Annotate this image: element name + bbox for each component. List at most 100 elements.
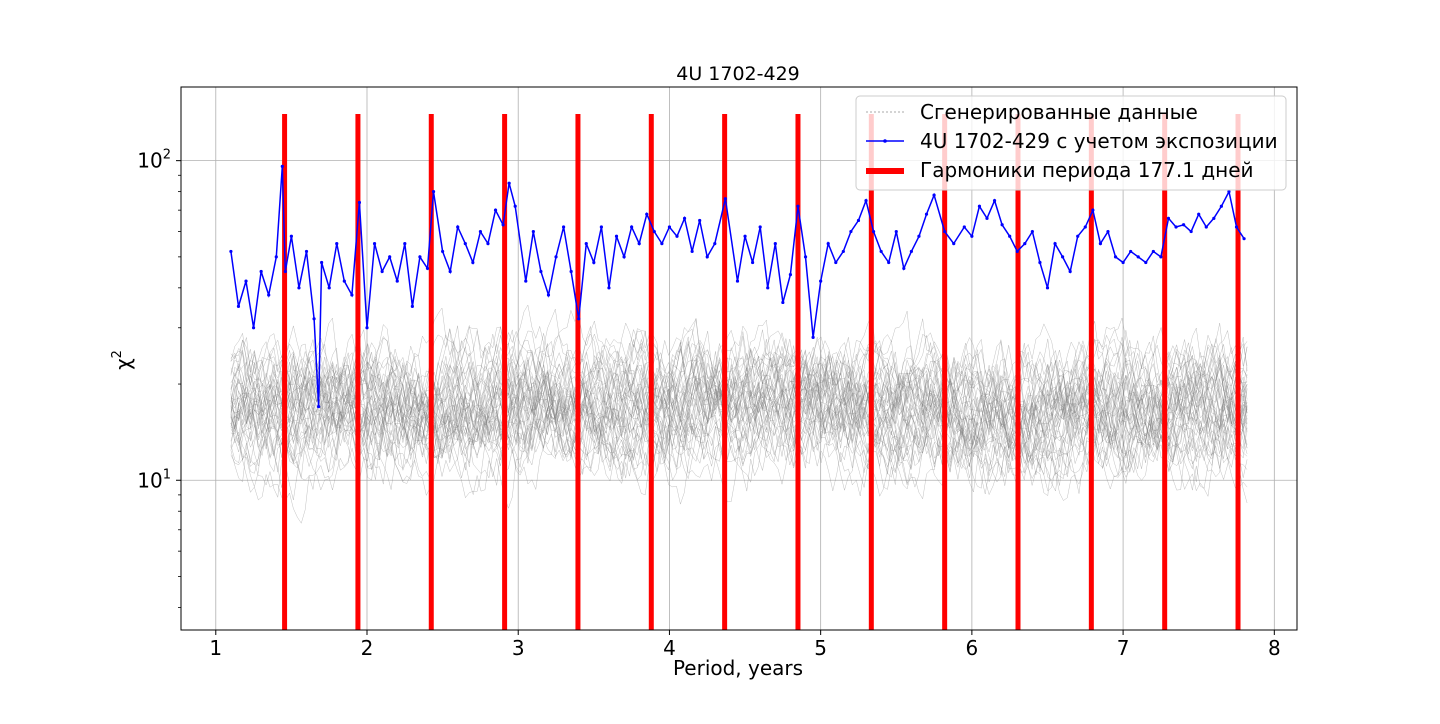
generated-line	[230, 304, 1248, 492]
observed-point	[418, 255, 422, 259]
observed-point	[546, 293, 551, 297]
observed-point	[1144, 260, 1148, 265]
observed-point	[524, 279, 528, 283]
observed-point	[871, 229, 876, 234]
observed-point	[751, 260, 755, 265]
generated-line	[230, 318, 1248, 496]
observed-point	[478, 229, 483, 234]
observed-point	[622, 255, 626, 259]
observed-point	[320, 260, 324, 265]
observed-point	[1151, 249, 1155, 254]
generated-line	[230, 344, 1248, 496]
observed-point	[1053, 242, 1057, 246]
observed-point	[607, 286, 611, 290]
observed-point	[645, 212, 649, 216]
observed-point	[463, 242, 467, 246]
observed-point	[909, 249, 913, 254]
generated-line	[230, 337, 1248, 490]
observed-point	[1038, 260, 1042, 265]
legend-label-harmonics: Гармоники периода 177.1 дней	[920, 158, 1254, 182]
observed-point	[289, 234, 293, 238]
observed-point	[431, 190, 436, 194]
observed-point	[902, 266, 906, 271]
observed-point	[554, 255, 558, 259]
generated-line	[230, 328, 1248, 499]
observed-point	[675, 234, 679, 238]
observed-point	[698, 218, 702, 223]
observed-point	[637, 242, 641, 246]
observed-point	[456, 225, 460, 229]
generated-line	[230, 322, 1248, 454]
observed-point	[283, 269, 287, 274]
observed-point	[380, 269, 384, 274]
x-tick-label: 6	[966, 636, 979, 660]
observed-point	[584, 242, 588, 246]
observed-point	[577, 317, 581, 321]
observed-point	[1008, 234, 1012, 238]
observed-point	[1091, 208, 1095, 212]
observed-point	[531, 229, 535, 234]
observed-point	[441, 249, 445, 254]
legend-marker-observed	[883, 139, 887, 143]
observed-point	[1083, 225, 1087, 229]
observed-point	[304, 249, 309, 254]
observed-point	[614, 234, 619, 238]
observed-point	[667, 225, 672, 229]
observed-point	[236, 304, 241, 308]
observed-point	[350, 293, 354, 297]
observed-point	[826, 242, 830, 246]
observed-point	[327, 286, 331, 290]
observed-point	[1212, 216, 1216, 220]
observed-point	[856, 218, 861, 223]
observed-point	[1023, 242, 1027, 246]
svg-text:χ2: χ2	[110, 350, 135, 370]
observed-point	[970, 234, 974, 238]
observed-point	[723, 197, 727, 201]
observed-point	[592, 260, 596, 265]
observed-point	[425, 266, 430, 271]
y-tick-label: 102	[137, 148, 171, 173]
y-axis-ticks: 101 102	[137, 148, 181, 608]
observed-point	[1030, 229, 1034, 234]
observed-point	[781, 300, 785, 305]
observed-point	[244, 279, 248, 283]
observed-point	[297, 286, 301, 290]
legend: Сгенерированные данные 4U 1702-429 с уче…	[855, 95, 1287, 191]
y-axis-label: χ2	[110, 350, 135, 370]
observed-point	[599, 225, 603, 229]
observed-point	[1189, 229, 1193, 234]
observed-point	[312, 317, 316, 321]
observed-point	[501, 223, 505, 227]
observed-point	[335, 242, 339, 246]
observed-point	[493, 208, 498, 212]
x-tick-label: 2	[361, 636, 374, 660]
x-axis-label: Period, years	[673, 656, 803, 680]
x-tick-label: 1	[209, 636, 222, 660]
observed-point	[713, 242, 717, 246]
observed-point	[259, 269, 263, 274]
observed-point	[372, 242, 377, 246]
observed-point	[403, 242, 407, 246]
observed-point	[803, 255, 808, 259]
generated-line	[230, 317, 1248, 471]
x-tick-label: 8	[1268, 636, 1281, 660]
observed-point	[1181, 223, 1186, 227]
observed-point	[569, 269, 573, 274]
generated-line	[230, 328, 1248, 491]
generated-line	[230, 334, 1248, 497]
observed-point	[1068, 269, 1072, 274]
y-axis-label-base: χ	[111, 358, 135, 370]
observed-point	[758, 225, 762, 229]
observed-point	[1159, 255, 1163, 259]
observed-point	[864, 198, 868, 203]
generated-line	[230, 326, 1248, 500]
observed-point	[317, 405, 321, 409]
observed-point	[924, 212, 929, 216]
x-tick-label: 7	[1117, 636, 1130, 660]
y-axis-label-exp: 2	[110, 350, 125, 358]
generated-line	[230, 338, 1248, 500]
observed-point	[819, 279, 823, 283]
observed-point	[834, 260, 838, 265]
